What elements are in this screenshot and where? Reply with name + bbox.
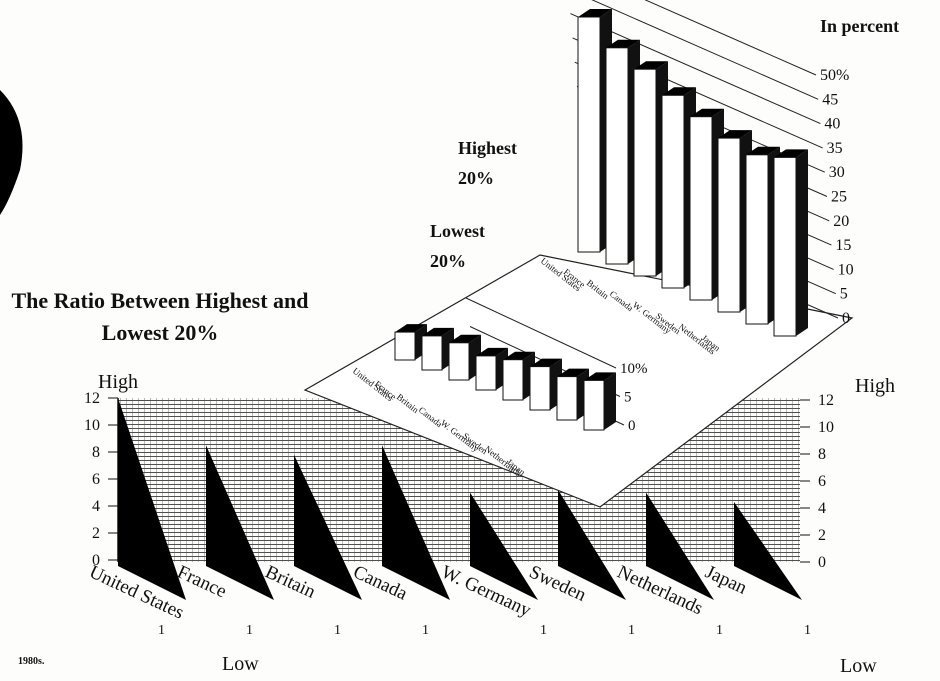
bar xyxy=(529,366,551,411)
y-tick-label: 15 xyxy=(835,237,851,254)
bar xyxy=(502,359,524,401)
grid-line xyxy=(465,297,617,369)
y-tick-label: 6 xyxy=(92,471,100,488)
y-tick-label: 8 xyxy=(818,446,826,463)
y-tick-label: 25 xyxy=(831,189,847,206)
bar xyxy=(475,355,497,391)
y-tick-label: 0 xyxy=(92,552,100,569)
y-tick-label: 10 xyxy=(838,261,854,278)
bar-top xyxy=(578,9,612,17)
bar xyxy=(773,156,797,337)
unit-label: In percent xyxy=(820,16,900,36)
y-tick-label: 12 xyxy=(818,392,834,409)
low-value-label: 1 xyxy=(716,623,723,638)
bar xyxy=(448,342,470,381)
bar-top xyxy=(422,327,454,336)
y-tick-label: 10 xyxy=(84,417,100,434)
low-label: Low xyxy=(840,655,877,677)
y-tick-label: 35 xyxy=(827,140,843,157)
bar-side xyxy=(604,372,616,430)
grid-line xyxy=(644,0,817,76)
bar xyxy=(421,335,443,371)
y-tick-label: 5 xyxy=(624,390,632,406)
bar-top xyxy=(476,347,508,356)
low-value-label: 1 xyxy=(804,623,811,638)
high-label: High xyxy=(855,375,895,397)
bar xyxy=(556,376,578,421)
ratio-wedge xyxy=(294,454,362,600)
y-tick-label: 4 xyxy=(818,500,826,517)
bar-top xyxy=(746,146,780,155)
y-tick-label: 5 xyxy=(840,286,848,303)
bar xyxy=(745,154,769,325)
low-value-label: 1 xyxy=(334,623,341,638)
bar xyxy=(689,116,713,301)
low-value-label: 1 xyxy=(628,623,635,638)
bar-top xyxy=(606,39,640,48)
low-label: Low xyxy=(222,653,259,675)
ratio-wedge xyxy=(470,492,538,600)
bar-top xyxy=(449,334,481,343)
ratio-wedge xyxy=(206,445,274,600)
y-tick-label: 50% xyxy=(820,67,849,84)
low-value-label: 1 xyxy=(246,623,253,638)
bar-top xyxy=(557,368,589,377)
ratio-wedge xyxy=(646,492,714,600)
y-tick-label: 2 xyxy=(92,525,100,542)
high-label: High xyxy=(98,371,138,393)
y-tick-label: 6 xyxy=(818,473,826,490)
series-label: Highest 20% xyxy=(458,138,518,188)
bar-top xyxy=(662,87,696,96)
grid-line xyxy=(570,13,821,125)
bar-top xyxy=(530,358,562,367)
bar-top xyxy=(584,372,616,381)
y-tick-label: 0 xyxy=(818,554,826,571)
bar-top xyxy=(718,130,752,139)
bar-top xyxy=(634,61,668,70)
low-value-label: 1 xyxy=(158,623,165,638)
ratio-wedge xyxy=(382,445,450,600)
bar-top xyxy=(690,108,724,117)
y-tick-label: 4 xyxy=(92,498,100,515)
y-tick-label: 40 xyxy=(824,116,840,133)
bar xyxy=(394,331,416,361)
y-tick-label: 10% xyxy=(620,361,648,377)
bar xyxy=(577,16,601,253)
bar xyxy=(605,47,629,265)
ratio-title: The Ratio Between Highest and Lowest 20% xyxy=(11,288,309,345)
bar-top xyxy=(395,324,427,333)
grid-line xyxy=(591,0,819,100)
y-tick-label: 12 xyxy=(84,390,100,407)
y-tick-label: 2 xyxy=(818,527,826,544)
bar xyxy=(661,94,685,289)
y-tick-label: 10 xyxy=(818,419,834,436)
decor-shape xyxy=(0,90,23,215)
y-tick-label: 8 xyxy=(92,444,100,461)
bar xyxy=(633,68,657,277)
bar-top xyxy=(774,149,808,158)
footnote: 1980s. xyxy=(18,656,45,667)
bar-top xyxy=(503,351,535,360)
low-value-label: 1 xyxy=(540,623,547,638)
y-tick-label: 30 xyxy=(829,164,845,181)
ratio-wedge xyxy=(734,501,802,600)
y-tick-label: 0 xyxy=(842,310,850,327)
ratio-wedge xyxy=(118,398,186,600)
series-label: Lowest 20% xyxy=(430,221,485,271)
bar xyxy=(717,137,741,313)
low-value-label: 1 xyxy=(422,623,429,638)
bar-side xyxy=(796,149,808,336)
y-tick-label: 45 xyxy=(822,91,838,108)
y-tick-label: 20 xyxy=(833,213,849,230)
bar xyxy=(583,379,605,431)
y-tick-label: 0 xyxy=(628,418,636,434)
ratio-wedge xyxy=(558,489,626,600)
